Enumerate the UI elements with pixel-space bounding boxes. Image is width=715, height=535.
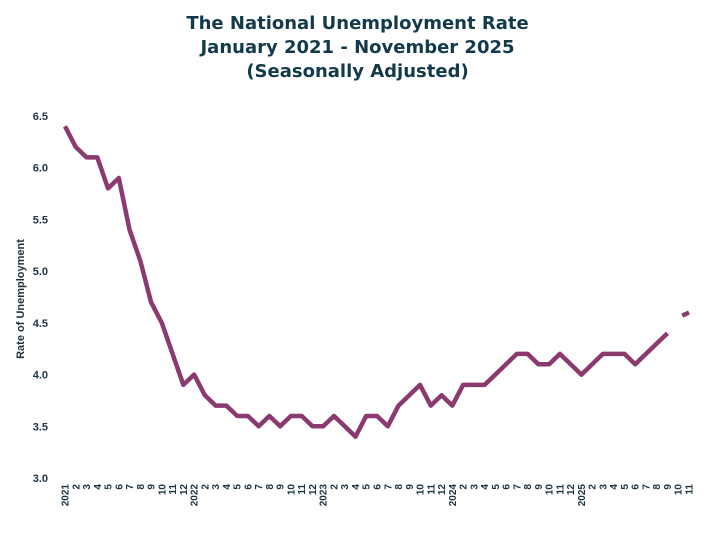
y-tick-label: 3.5 [33,421,48,433]
x-tick-label: 8 [652,484,663,490]
x-tick-label: 2025 [577,484,588,507]
x-tick-label: 5 [362,484,373,490]
x-tick-label: 10 [416,484,427,496]
x-tick-label: 9 [147,484,158,490]
x-tick-label: 11 [555,484,566,495]
x-tick-label: 12 [566,484,577,496]
y-tick-label: 4.5 [33,318,48,330]
x-tick-label: 10 [286,484,297,496]
y-tick-label: 4.0 [33,370,48,382]
y-tick-label: 5.5 [33,214,48,226]
x-tick-label: 7 [254,484,265,490]
x-tick-label: 6 [243,484,254,490]
x-tick-label: 10 [545,484,556,496]
x-tick-label: 2 [71,484,82,490]
x-tick-label: 7 [641,484,652,490]
x-tick-label: 9 [663,484,674,490]
chart-subtitle-adjusted: (Seasonally Adjusted) [246,61,469,82]
x-tick-label: 3 [211,484,222,490]
x-tick-label: 11 [426,484,437,495]
chart-title-block: The National Unemployment Rate January 2… [0,12,715,84]
y-axis-label: Rate of Unemployment [15,239,27,359]
series-line-segment [63,125,670,439]
x-tick-label: 12 [179,484,190,496]
x-tick-label: 6 [114,484,125,490]
x-tick-label: 6 [631,484,642,490]
x-tick-label: 7 [512,484,523,490]
x-tick-label: 5 [233,484,244,490]
x-tick-label: 11 [685,484,696,495]
x-tick-label: 8 [265,484,276,490]
x-tick-label: 11 [297,484,308,495]
x-tick-label: 6 [502,484,513,490]
x-tick-label: 2 [459,484,470,490]
y-tick-label: 3.0 [33,473,48,485]
x-tick-label: 3 [469,484,480,490]
chart-title: The National Unemployment Rate [186,13,529,34]
x-tick-label: 9 [534,484,545,490]
x-tick-label: 2021 [61,484,72,507]
x-tick-label: 8 [394,484,405,490]
y-tick-label: 6.5 [33,111,48,123]
x-tick-label: 2 [329,484,340,490]
y-tick-label: 6.0 [33,163,48,175]
x-tick-label: 5 [491,484,502,490]
x-tick-label: 7 [125,484,136,490]
x-tick-label: 6 [373,484,384,490]
x-tick-label: 3 [340,484,351,490]
x-tick-label: 2023 [319,484,330,507]
x-tick-label: 10 [157,484,168,496]
x-tick-label: 2022 [190,484,201,507]
x-tick-label: 3 [82,484,93,490]
chart-subtitle-dates: January 2021 - November 2025 [200,37,515,58]
x-tick-label: 5 [620,484,631,490]
x-tick-label: 8 [523,484,534,490]
x-tick-label: 4 [351,484,362,490]
y-tick-label: 5.0 [33,266,48,278]
x-tick-label: 11 [168,484,179,495]
x-tick-label: 4 [609,484,620,490]
x-tick-label: 8 [136,484,147,490]
x-tick-label: 5 [104,484,115,490]
series-line-segment [681,310,690,318]
x-tick-label: 12 [437,484,448,496]
x-tick-label: 4 [480,484,491,490]
x-tick-label: 2024 [448,484,459,507]
x-tick-label: 12 [308,484,319,496]
x-tick-label: 9 [405,484,416,490]
x-tick-label: 2 [588,484,599,490]
x-tick-label: 3 [598,484,609,490]
x-tick-label: 2 [200,484,211,490]
x-tick-label: 10 [674,484,685,496]
x-tick-label: 4 [222,484,233,490]
x-tick-label: 9 [276,484,287,490]
x-tick-label: 4 [93,484,104,490]
x-tick-label: 7 [383,484,394,490]
